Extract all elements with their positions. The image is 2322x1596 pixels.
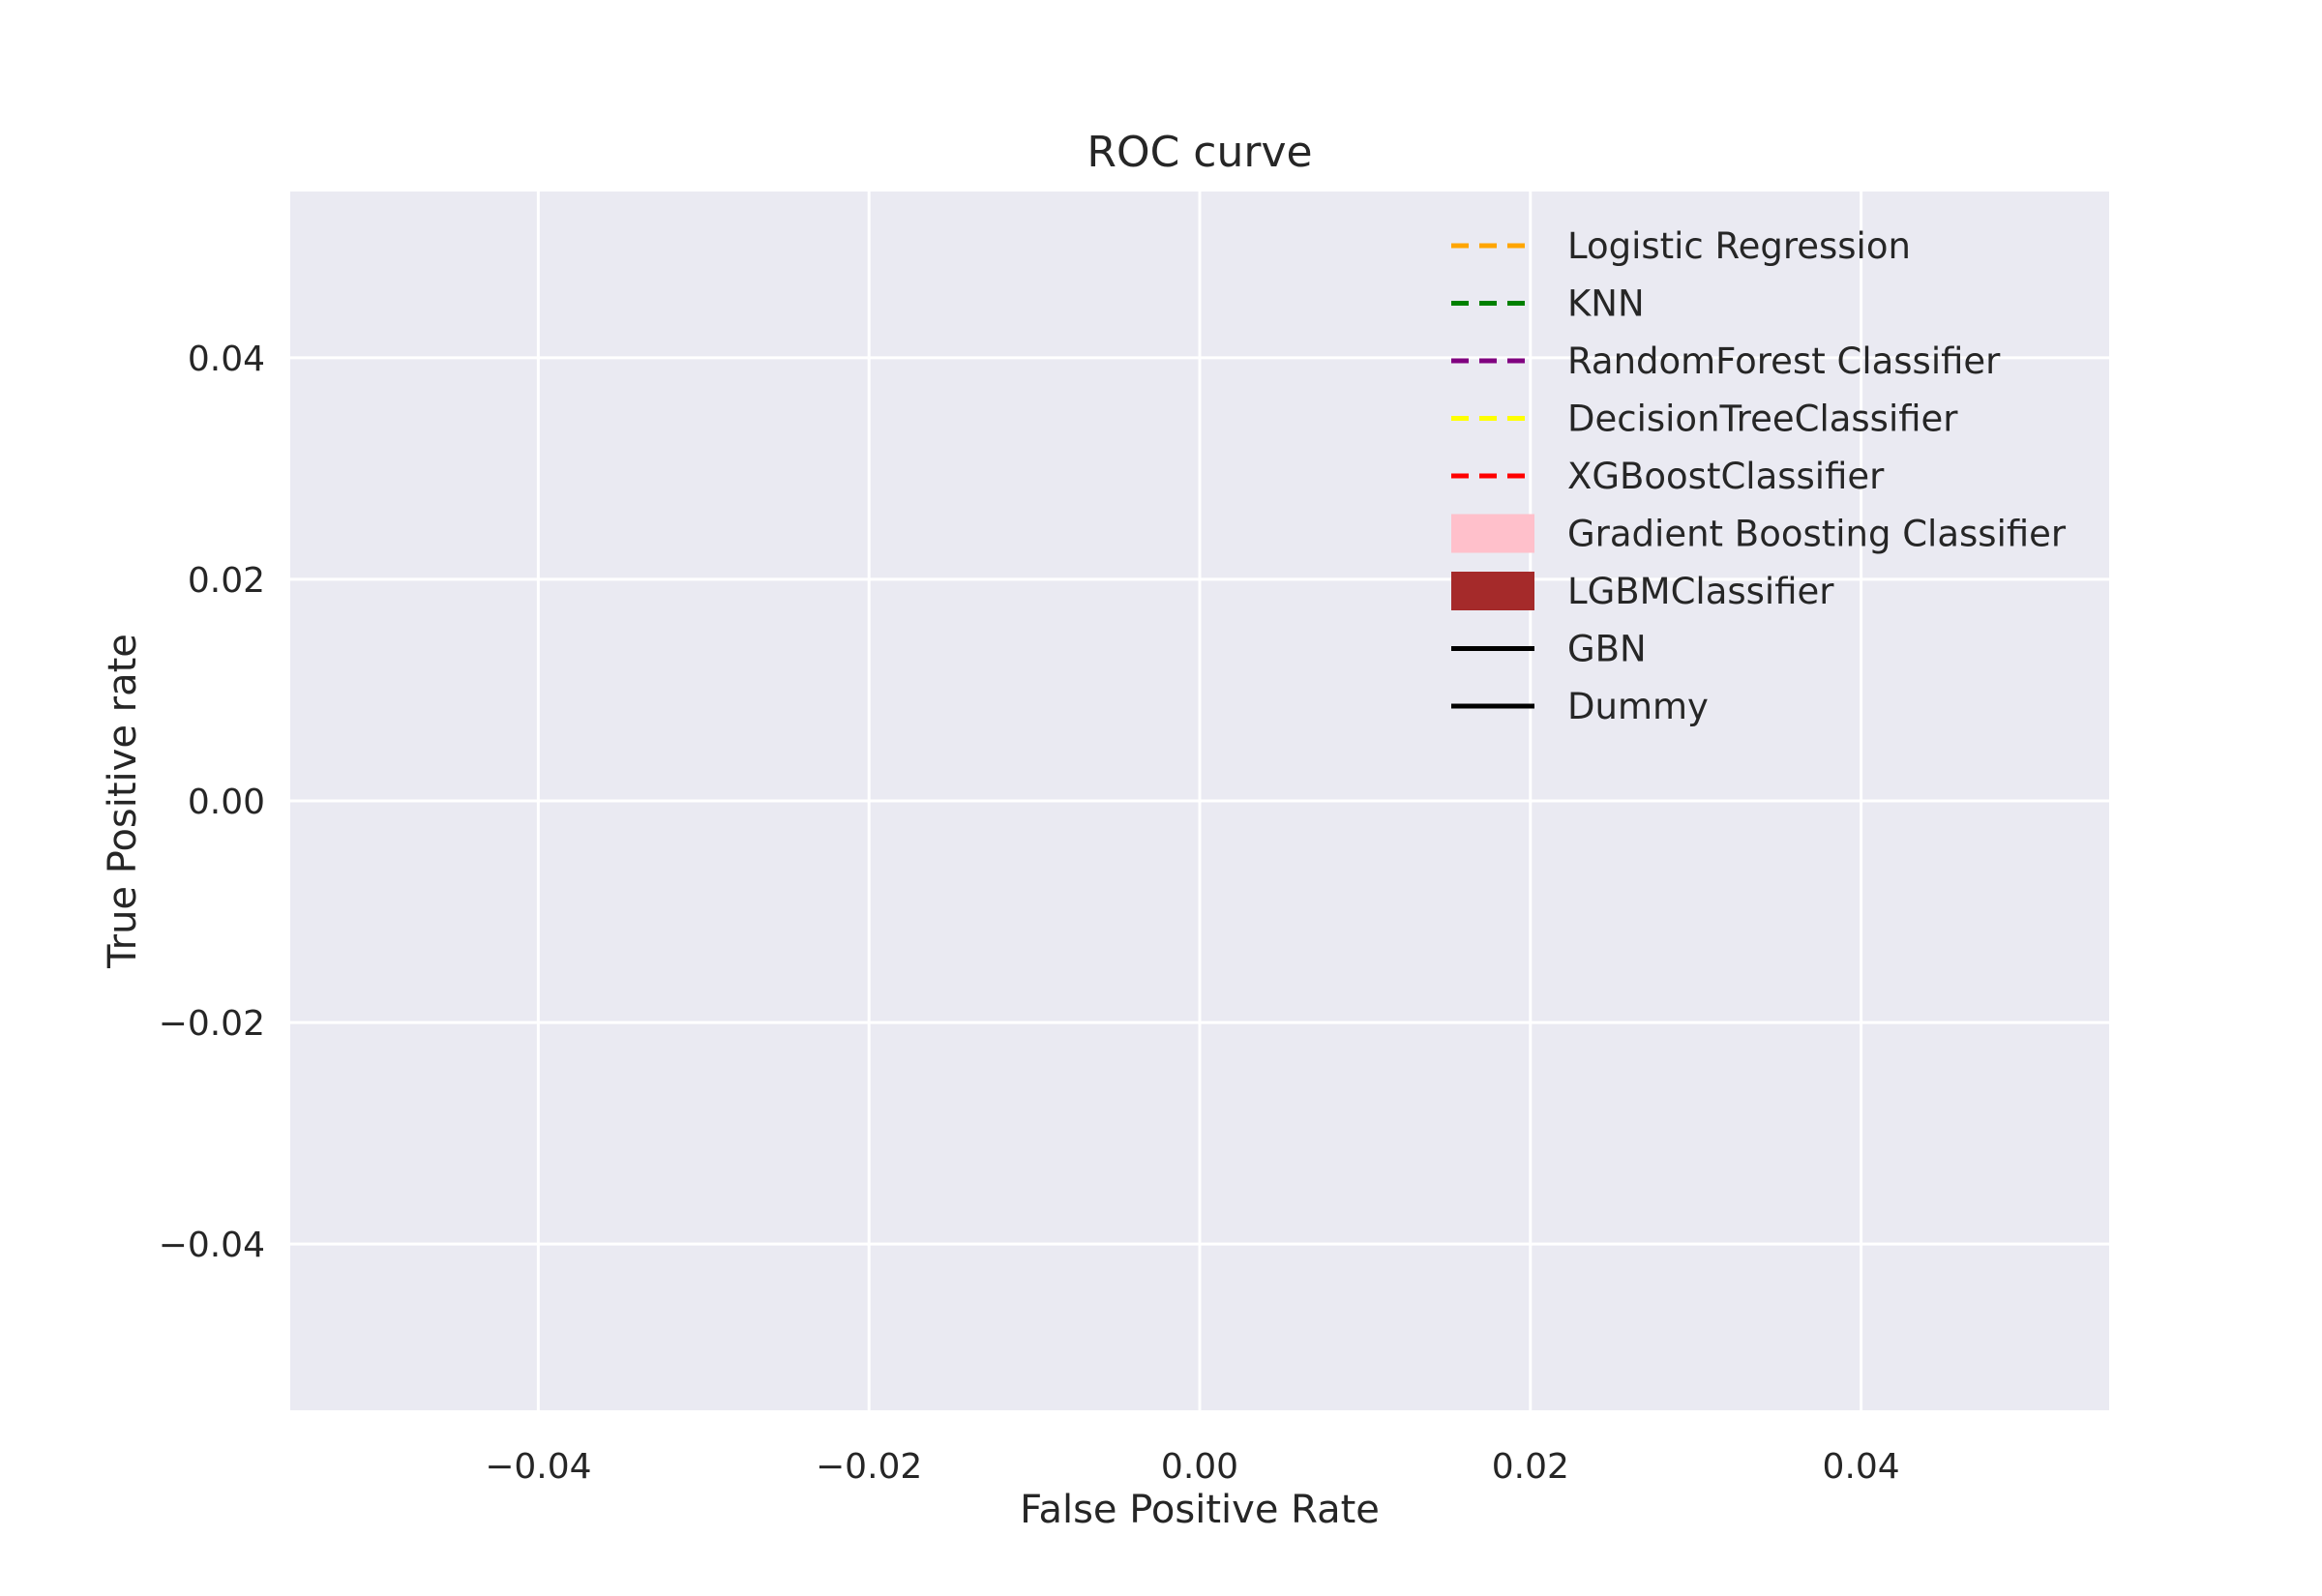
- y-tick-label: 0.02: [188, 561, 265, 601]
- legend-label: DecisionTreeClassifier: [1567, 399, 1958, 440]
- legend-item: KNN: [1451, 283, 1645, 325]
- legend-label: Dummy: [1567, 686, 1709, 727]
- x-tick-label: 0.02: [1492, 1447, 1569, 1487]
- legend-label: RandomForest Classifier: [1567, 340, 2001, 382]
- legend-label: LGBMClassifier: [1567, 571, 1834, 612]
- legend-label: XGBoostClassifier: [1567, 456, 1885, 497]
- y-tick-labels: −0.04 −0.02 0.00 0.02 0.04: [159, 340, 265, 1265]
- y-tick-label: 0.00: [188, 783, 265, 822]
- legend-item: LGBMClassifier: [1451, 571, 1834, 612]
- legend-label: KNN: [1567, 283, 1645, 325]
- x-tick-labels: −0.04 −0.02 0.00 0.02 0.04: [485, 1447, 1900, 1487]
- x-tick-label: 0.00: [1161, 1447, 1238, 1487]
- x-tick-label: −0.04: [485, 1447, 591, 1487]
- legend-item: DecisionTreeClassifier: [1451, 399, 1958, 440]
- y-tick-label: 0.04: [188, 340, 265, 379]
- legend-item: RandomForest Classifier: [1451, 340, 2001, 382]
- x-tick-label: 0.04: [1823, 1447, 1900, 1487]
- chart-title: ROC curve: [1087, 128, 1312, 177]
- legend-item: Dummy: [1451, 686, 1709, 727]
- legend-label: Gradient Boosting Classifier: [1567, 514, 2067, 555]
- grid-lines: [290, 192, 2109, 1410]
- legend-item: XGBoostClassifier: [1451, 456, 1885, 497]
- legend-item: Logistic Regression: [1451, 225, 1911, 267]
- x-tick-label: −0.02: [816, 1447, 922, 1487]
- legend-label: GBN: [1567, 629, 1647, 670]
- x-axis-label: False Positive Rate: [1020, 1488, 1380, 1532]
- legend-swatch: [1451, 514, 1534, 553]
- legend-swatch: [1451, 572, 1534, 610]
- y-axis-label: True Positive rate: [101, 634, 145, 969]
- legend-label: Logistic Regression: [1567, 225, 1911, 267]
- y-tick-label: −0.04: [159, 1226, 265, 1265]
- legend: Logistic Regression KNN RandomForest Class…: [1451, 225, 2067, 727]
- legend-item: Gradient Boosting Classifier: [1451, 514, 2067, 555]
- legend-item: GBN: [1451, 629, 1647, 670]
- y-tick-label: −0.02: [159, 1004, 265, 1044]
